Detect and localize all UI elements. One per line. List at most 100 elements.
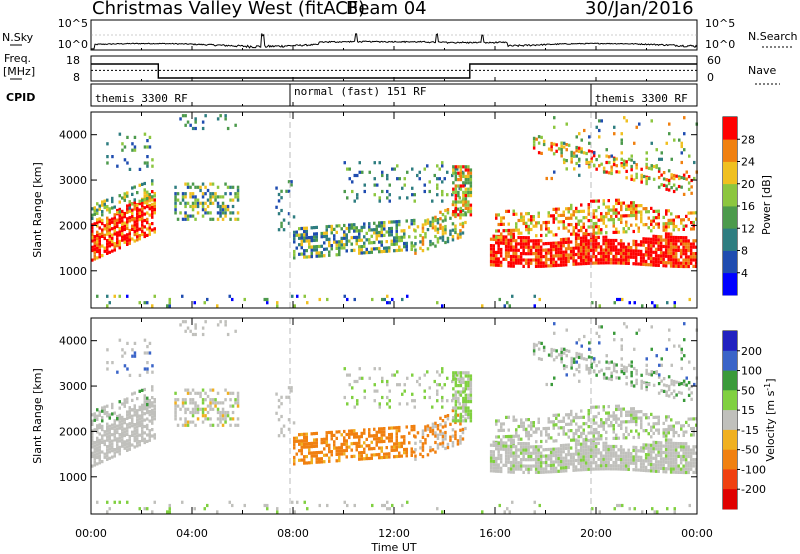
- velocity-echo-cell: [657, 444, 660, 448]
- velocity-echo-cell: [151, 404, 154, 408]
- power-echo-cell: [519, 261, 523, 265]
- power-echo-cell: [640, 167, 643, 171]
- velocity-echo-cell: [123, 398, 126, 402]
- velocity-echo-cell: [657, 375, 661, 379]
- power-echo-cell: [614, 245, 618, 249]
- velocity-echo-cell: [101, 460, 104, 464]
- power-echo-cell: [539, 261, 543, 265]
- power-echo-cell: [191, 195, 195, 199]
- power-echo-cell: [224, 192, 227, 196]
- power-echo-cell: [361, 170, 364, 174]
- power-echo-cell: [151, 215, 154, 219]
- power-echo-cell: [532, 239, 535, 243]
- velocity-echo-cell: [507, 438, 510, 442]
- velocity-echo-cell: [443, 383, 446, 387]
- power-echo-cell: [350, 223, 353, 227]
- velocity-echo-cell: [632, 419, 635, 424]
- velocity-echo-cell: [512, 461, 515, 465]
- velocity-echo-cell: [617, 423, 620, 427]
- velocity-echo-cell: [224, 414, 227, 418]
- velocity-echo-cell: [148, 405, 151, 409]
- power-echo-cell: [630, 201, 633, 205]
- power-echo-cell: [625, 204, 628, 208]
- velocity-echo-cell: [660, 357, 663, 361]
- power-echo-cell: [467, 178, 470, 182]
- velocity-echo-cell: [206, 404, 210, 408]
- velocity-echo-cell: [358, 367, 361, 371]
- velocity-echo-cell: [577, 452, 580, 456]
- velocity-echo-cell: [174, 407, 177, 411]
- velocity-echo-cell: [113, 419, 116, 423]
- velocity-echo-cell: [519, 442, 523, 446]
- power-echo-cell: [678, 176, 681, 181]
- power-echo-cell: [146, 227, 149, 231]
- velocity-echo-cell: [184, 398, 187, 402]
- power-echo-cell: [184, 192, 187, 196]
- power-echo-cell: [116, 231, 119, 235]
- power-echo-cell: [310, 251, 313, 255]
- velocity-echo-cell: [682, 379, 686, 383]
- velocity-echo-cell: [403, 389, 406, 393]
- power-echo-cell: [360, 225, 363, 229]
- power-echo-cell: [604, 238, 608, 242]
- velocity-echo-cell: [148, 409, 151, 414]
- velocity-echo-cell: [620, 357, 623, 361]
- power-echo-cell: [426, 218, 430, 222]
- velocity-echo-cell: [184, 417, 187, 421]
- velocity-echo-cell: [305, 439, 308, 443]
- velocity-echo-cell: [174, 401, 177, 405]
- power-echo-cell: [670, 186, 673, 190]
- velocity-echo-cell: [128, 422, 131, 426]
- power-echo-cell: [588, 135, 591, 139]
- power-echo-cell: [532, 218, 535, 222]
- power-echo-cell: [597, 225, 600, 229]
- power-echo-cell: [647, 253, 650, 257]
- velocity-echo-cell: [108, 450, 111, 454]
- power-echo-cell: [378, 240, 381, 244]
- velocity-echo-cell: [667, 415, 670, 419]
- velocity-echo-cell: [567, 459, 570, 463]
- velocity-echo-cell: [649, 450, 653, 454]
- velocity-echo-cell: [459, 390, 463, 394]
- velocity-echo-cell: [575, 341, 578, 345]
- velocity-echo-cell: [585, 366, 588, 371]
- power-echo-cell: [293, 230, 296, 234]
- velocity-echo-cell: [660, 389, 663, 393]
- power-echo-cell: [535, 234, 538, 238]
- power-echo-cell: [492, 244, 495, 248]
- velocity-echo-cell: [582, 445, 585, 449]
- velocity-echo-cell: [662, 463, 665, 467]
- power-echo-cell: [429, 243, 432, 247]
- power-echo-cell: [595, 167, 598, 171]
- velocity-echo-cell: [96, 455, 99, 460]
- velocity-echo-cell: [547, 454, 550, 458]
- power-echo-cell: [151, 206, 154, 210]
- velocity-echo-cell: [219, 414, 222, 418]
- velocity-echo-cell: [622, 365, 626, 369]
- power-echo-cell: [111, 200, 114, 204]
- power-echo-cell: [666, 301, 669, 305]
- power-echo-cell: [647, 263, 650, 267]
- power-echo-cell: [118, 210, 121, 214]
- velocity-echo-cell: [126, 397, 129, 401]
- power-echo-cell: [552, 244, 555, 248]
- power-echo-cell: [306, 301, 309, 305]
- velocity-echo-cell: [459, 384, 463, 388]
- velocity-echo-cell: [604, 457, 608, 461]
- velocity-echo-cell: [615, 420, 618, 424]
- velocity-echo-cell: [570, 360, 573, 364]
- power-echo-cell: [199, 185, 202, 189]
- velocity-echo-cell: [527, 467, 530, 471]
- power-echo-cell: [194, 185, 197, 189]
- velocity-echo-cell: [570, 438, 573, 442]
- velocity-echo-cell: [622, 436, 625, 440]
- power-echo-cell: [454, 190, 458, 194]
- velocity-echo-cell: [93, 444, 96, 448]
- velocity-echo-cell: [680, 382, 683, 386]
- power-echo-cell: [504, 241, 508, 245]
- power-echo-cell: [599, 251, 603, 255]
- power-echo-cell: [390, 220, 393, 224]
- power-echo-cell: [219, 211, 222, 215]
- power-echo-cell: [605, 215, 608, 219]
- velocity-echo-cell: [353, 432, 356, 436]
